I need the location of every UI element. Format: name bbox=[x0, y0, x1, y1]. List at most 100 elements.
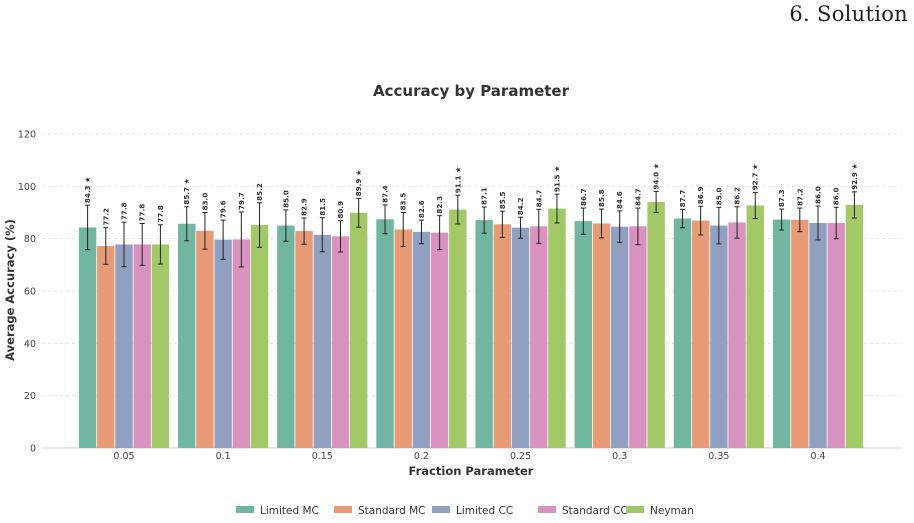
data-label: 82.3 bbox=[435, 196, 444, 214]
bar bbox=[746, 205, 764, 448]
data-label: 87.2 bbox=[795, 188, 804, 206]
data-label: 85.2 bbox=[255, 183, 264, 201]
bar bbox=[629, 226, 647, 448]
bar bbox=[412, 231, 431, 448]
bar bbox=[151, 244, 170, 448]
bar bbox=[97, 245, 115, 448]
x-axis-label: Fraction Parameter bbox=[409, 464, 534, 478]
bar bbox=[214, 239, 232, 448]
bar bbox=[673, 218, 692, 448]
data-label: 84.3 ★ bbox=[83, 176, 92, 203]
y-tick-label: 120 bbox=[18, 130, 36, 141]
data-label: 80.9 bbox=[336, 201, 345, 219]
bar bbox=[449, 209, 467, 448]
bar bbox=[250, 225, 269, 448]
data-label: 85.8 bbox=[597, 189, 606, 207]
data-label: 87.7 bbox=[678, 190, 687, 208]
bar bbox=[809, 222, 827, 448]
bar bbox=[728, 222, 746, 448]
bar bbox=[511, 227, 530, 448]
data-label: 84.2 bbox=[516, 197, 525, 215]
data-label: 87.4 bbox=[381, 185, 390, 203]
bar bbox=[493, 224, 512, 448]
data-label: 84.7 bbox=[633, 188, 642, 206]
bars: 84.3 ★ 77.2 77.8 77.8 77.8 85.7 ★ 83.0 79.6 79.7… bbox=[78, 163, 864, 448]
x-tick-label: 0.35 bbox=[708, 451, 729, 462]
chart-title: Accuracy by Parameter bbox=[373, 82, 570, 100]
bar bbox=[232, 239, 251, 448]
bar bbox=[196, 230, 214, 448]
data-label: 83.5 bbox=[399, 193, 408, 211]
bar bbox=[691, 220, 710, 448]
bar bbox=[791, 219, 809, 448]
data-label: 91.5 ★ bbox=[552, 165, 561, 192]
x-tick-label: 0.4 bbox=[810, 451, 825, 462]
bar bbox=[115, 244, 133, 448]
bar bbox=[178, 223, 196, 448]
y-axis-label: Average Accuracy (%) bbox=[3, 219, 17, 361]
bar bbox=[295, 231, 313, 448]
y-tick-label: 80 bbox=[24, 234, 36, 245]
data-label: 83.0 bbox=[200, 193, 209, 211]
bar bbox=[331, 236, 350, 448]
data-label: 89.9 ★ bbox=[354, 170, 363, 197]
bar bbox=[827, 222, 845, 448]
legend-label: Limited MC bbox=[260, 505, 319, 517]
bar bbox=[376, 219, 394, 448]
bar bbox=[548, 208, 566, 448]
y-tick-label: 40 bbox=[24, 339, 36, 350]
bar bbox=[394, 229, 412, 448]
x-tick-label: 0.15 bbox=[312, 451, 333, 462]
y-axis-ticks: 0 20 40 60 80 100 120 bbox=[18, 130, 36, 455]
bar bbox=[592, 223, 611, 448]
data-label: 79.6 bbox=[219, 200, 228, 218]
data-label: 82.6 bbox=[417, 200, 426, 218]
bar bbox=[845, 204, 864, 448]
bar bbox=[313, 234, 331, 448]
data-label: 77.8 bbox=[156, 205, 165, 223]
data-label: 85.0 bbox=[714, 188, 723, 206]
bar bbox=[611, 226, 629, 448]
y-tick-label: 0 bbox=[30, 444, 36, 455]
bar bbox=[530, 226, 548, 448]
data-label: 77.8 bbox=[120, 202, 129, 220]
data-label: 77.8 bbox=[138, 204, 147, 222]
bar bbox=[647, 202, 665, 448]
legend-swatch bbox=[626, 506, 644, 513]
x-tick-label: 0.3 bbox=[612, 451, 627, 462]
data-label: 92.9 ★ bbox=[850, 163, 859, 190]
legend-label: Standard CC bbox=[562, 505, 628, 517]
data-label: 92.7 ★ bbox=[751, 164, 760, 191]
legend-swatch bbox=[538, 506, 556, 513]
data-label: 86.0 bbox=[814, 186, 823, 204]
data-label: 84.6 bbox=[615, 191, 624, 209]
bar bbox=[133, 244, 151, 448]
legend-swatch bbox=[334, 506, 352, 513]
bar bbox=[710, 225, 728, 448]
bar bbox=[475, 220, 493, 448]
data-label: 84.7 bbox=[534, 190, 543, 208]
data-label: 86.0 bbox=[832, 188, 841, 206]
x-tick-label: 0.2 bbox=[414, 451, 429, 462]
data-label: 86.9 bbox=[696, 186, 705, 204]
bar bbox=[772, 219, 791, 448]
y-tick-label: 100 bbox=[18, 182, 36, 193]
legend-label: Neyman bbox=[650, 505, 694, 517]
section-header: 6. Solution bbox=[789, 2, 908, 26]
data-label: 91.1 ★ bbox=[453, 167, 462, 194]
data-label: 87.3 bbox=[777, 189, 786, 207]
x-tick-label: 0.1 bbox=[216, 451, 231, 462]
data-label: 85.7 ★ bbox=[182, 178, 191, 205]
data-label: 82.9 bbox=[300, 198, 309, 216]
legend-label: Standard MC bbox=[358, 505, 426, 517]
legend-swatch bbox=[236, 506, 254, 513]
data-label: 87.1 bbox=[480, 187, 489, 205]
y-tick-label: 60 bbox=[24, 287, 36, 298]
data-label: 79.7 bbox=[237, 192, 246, 210]
y-tick-label: 20 bbox=[24, 391, 36, 402]
legend-swatch bbox=[432, 506, 450, 513]
bar bbox=[574, 221, 593, 448]
x-tick-label: 0.05 bbox=[113, 451, 134, 462]
data-label: 85.0 bbox=[281, 190, 290, 208]
